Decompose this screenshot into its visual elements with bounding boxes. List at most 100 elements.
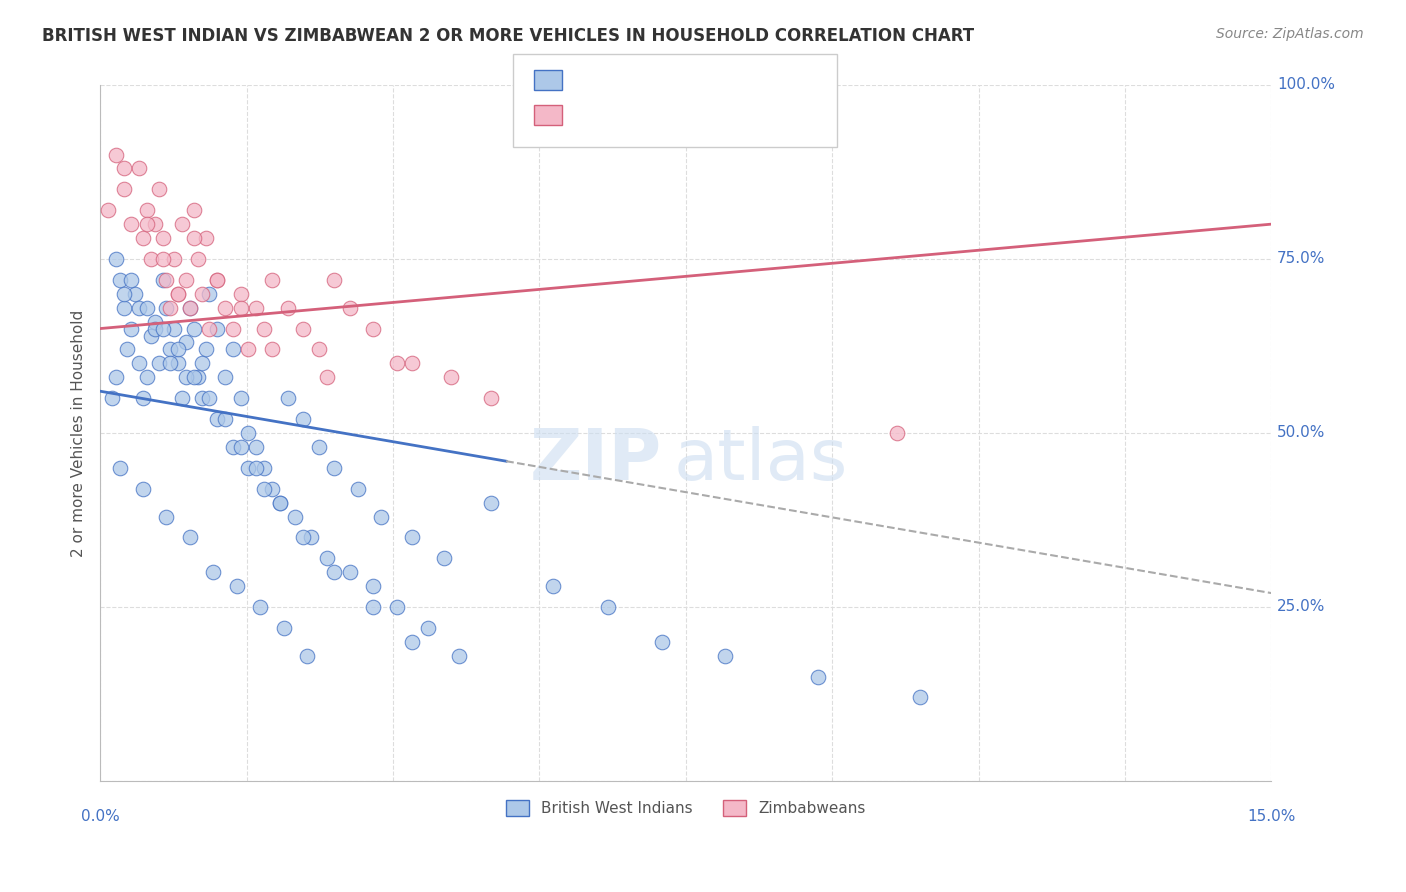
Point <box>117 343 139 357</box>
Point <box>339 565 361 579</box>
Point <box>385 356 408 370</box>
Point <box>143 315 166 329</box>
Point <box>222 343 245 357</box>
Point <box>120 321 142 335</box>
Point <box>207 273 229 287</box>
Point <box>245 460 267 475</box>
Point <box>541 579 564 593</box>
Point <box>416 621 439 635</box>
Text: 25.0%: 25.0% <box>1277 599 1326 615</box>
Point <box>207 412 229 426</box>
Point <box>139 328 162 343</box>
Point <box>179 301 201 315</box>
Point <box>139 252 162 266</box>
Point <box>202 565 225 579</box>
Point <box>229 286 252 301</box>
Point <box>101 391 124 405</box>
Point <box>363 579 385 593</box>
Point <box>167 343 190 357</box>
Text: R =  0.113  N = 51: R = 0.113 N = 51 <box>569 108 714 122</box>
Point <box>198 391 221 405</box>
Point <box>108 460 131 475</box>
Point <box>183 231 205 245</box>
Point <box>132 482 155 496</box>
Point <box>245 301 267 315</box>
Point <box>253 321 276 335</box>
Point <box>284 509 307 524</box>
Text: atlas: atlas <box>673 426 848 495</box>
Point <box>363 321 385 335</box>
Point <box>651 634 673 648</box>
Point <box>276 301 298 315</box>
Point <box>385 599 408 614</box>
Point <box>260 343 283 357</box>
Point <box>292 412 315 426</box>
Point <box>713 648 735 663</box>
Text: Source: ZipAtlas.com: Source: ZipAtlas.com <box>1216 27 1364 41</box>
Point <box>190 391 212 405</box>
Point <box>128 301 150 315</box>
Point <box>194 231 217 245</box>
Point <box>198 321 221 335</box>
Point <box>136 370 159 384</box>
Point <box>108 273 131 287</box>
Point <box>187 370 209 384</box>
Point <box>308 440 330 454</box>
Text: 50.0%: 50.0% <box>1277 425 1326 441</box>
Point <box>174 335 197 350</box>
Point <box>596 599 619 614</box>
Point <box>174 273 197 287</box>
Point <box>148 182 170 196</box>
Point <box>229 301 252 315</box>
Point <box>143 321 166 335</box>
Point <box>159 343 181 357</box>
Point <box>214 370 236 384</box>
Point <box>179 530 201 544</box>
Point <box>172 217 194 231</box>
Point <box>222 440 245 454</box>
Point <box>155 509 177 524</box>
Point <box>112 182 135 196</box>
Point <box>136 217 159 231</box>
Point <box>128 356 150 370</box>
Point <box>132 391 155 405</box>
Point <box>152 231 174 245</box>
Point <box>214 301 236 315</box>
Point <box>323 565 346 579</box>
Point <box>174 370 197 384</box>
Point <box>245 440 267 454</box>
Point <box>104 370 127 384</box>
Point <box>172 391 194 405</box>
Point <box>238 425 260 440</box>
Point <box>104 147 127 161</box>
Point <box>167 356 190 370</box>
Text: BRITISH WEST INDIAN VS ZIMBABWEAN 2 OR MORE VEHICLES IN HOUSEHOLD CORRELATION CH: BRITISH WEST INDIAN VS ZIMBABWEAN 2 OR M… <box>42 27 974 45</box>
Point <box>163 321 186 335</box>
Point <box>479 495 502 509</box>
Point <box>363 599 385 614</box>
Point <box>97 203 120 218</box>
Point <box>190 286 212 301</box>
Point <box>238 460 260 475</box>
Point <box>163 252 186 266</box>
Point <box>136 301 159 315</box>
Point <box>260 273 283 287</box>
Point <box>120 217 142 231</box>
Point <box>124 286 146 301</box>
Point <box>136 203 159 218</box>
Point <box>440 370 463 384</box>
Point <box>159 301 181 315</box>
Text: 15.0%: 15.0% <box>1247 809 1295 824</box>
Point <box>401 530 423 544</box>
Point <box>112 161 135 176</box>
Y-axis label: 2 or more Vehicles in Household: 2 or more Vehicles in Household <box>72 310 86 557</box>
Point <box>253 482 276 496</box>
Point <box>315 370 337 384</box>
Point <box>148 356 170 370</box>
Point <box>179 301 201 315</box>
Point <box>128 161 150 176</box>
Point <box>155 273 177 287</box>
Point <box>194 343 217 357</box>
Point <box>238 343 260 357</box>
Point <box>315 551 337 566</box>
